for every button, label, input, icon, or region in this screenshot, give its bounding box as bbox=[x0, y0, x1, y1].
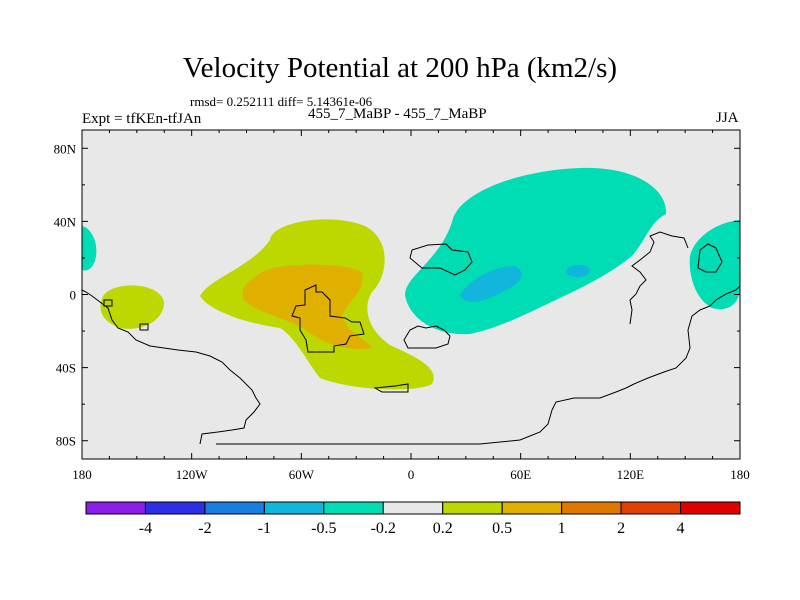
y-tick-label: 80S bbox=[56, 434, 76, 449]
x-tick-label: 0 bbox=[408, 467, 415, 482]
coastline-africa-south bbox=[373, 383, 409, 393]
y-tick-label: 40S bbox=[56, 361, 76, 376]
colorbar-tick-label: 2 bbox=[617, 520, 625, 537]
coastline-small-islands bbox=[103, 299, 149, 331]
axes: 180 120W 60W 0 60E 120E 180 80N 40N 0 40S 80S bbox=[54, 130, 750, 482]
x-tick-label: 60E bbox=[510, 467, 531, 482]
y-tick-label: 0 bbox=[70, 288, 77, 303]
stats-text: rmsd= 0.252111 diff= 5.14361e-06 bbox=[190, 94, 373, 109]
coastline-indonesia bbox=[403, 325, 451, 349]
y-tick-label: 40N bbox=[54, 214, 77, 229]
region-pacific-positive bbox=[100, 285, 164, 329]
colorbar-swatch bbox=[561, 501, 622, 515]
x-tick-label: 180 bbox=[730, 467, 750, 482]
colorbar-tick-label: 0.5 bbox=[492, 520, 512, 537]
colorbar-swatch bbox=[323, 501, 384, 515]
colorbar-swatch bbox=[442, 501, 503, 515]
colorbar: -4 -2 -1 -0.5 -0.2 0.2 0.5 1 2 4 bbox=[85, 501, 741, 537]
coastline-antarctica bbox=[81, 289, 261, 445]
colorbar-swatch bbox=[204, 501, 265, 515]
y-tick-label: 80N bbox=[54, 141, 77, 156]
colorbar-swatch bbox=[144, 501, 206, 515]
experiment-label: Expt = tfKEn-tfJAn bbox=[82, 111, 202, 127]
x-tick-label: 120W bbox=[176, 467, 209, 482]
region-asia-core-2 bbox=[566, 264, 590, 278]
colorbar-swatch bbox=[620, 501, 682, 515]
colorbar-tick-label: -0.5 bbox=[311, 520, 336, 537]
coastline-africa bbox=[409, 243, 473, 276]
colorbar-tick-label: -1 bbox=[258, 520, 271, 537]
x-tick-label: 60W bbox=[289, 467, 315, 482]
center-label: 455_7_MaBP - 455_7_MaBP bbox=[308, 106, 487, 122]
coastline-antarctica-east bbox=[216, 285, 741, 445]
x-tick-label: 180 bbox=[72, 467, 92, 482]
region-west-pacific-negative bbox=[689, 220, 740, 310]
colorbar-tick-label: 0.2 bbox=[433, 520, 453, 537]
colorbar-swatch bbox=[680, 501, 741, 515]
colorbar-swatch bbox=[382, 501, 444, 515]
colorbar-swatch bbox=[263, 501, 325, 515]
colorbar-tick-label: 4 bbox=[677, 520, 685, 537]
colorbar-swatch bbox=[501, 501, 563, 515]
coastline-australia bbox=[697, 243, 723, 273]
region-dateline-negative bbox=[82, 226, 97, 271]
coastline-asia-east bbox=[629, 231, 689, 325]
colorbar-tick-label: 1 bbox=[558, 520, 566, 537]
x-tick-label: 120E bbox=[617, 467, 645, 482]
region-atlantic-core bbox=[242, 264, 372, 350]
colorbar-tick-label: -2 bbox=[198, 520, 211, 537]
coastlines bbox=[81, 231, 741, 445]
contour-regions bbox=[82, 167, 740, 390]
chart-title: Velocity Potential at 200 hPa (km2/s) bbox=[182, 52, 618, 84]
colorbar-tick-label: -0.2 bbox=[371, 520, 396, 537]
coastline-south-america bbox=[291, 284, 365, 353]
region-asia-core-1 bbox=[460, 266, 522, 303]
season-label: JJA bbox=[716, 110, 739, 126]
colorbar-tick-label: -4 bbox=[139, 520, 152, 537]
colorbar-swatch bbox=[85, 501, 146, 515]
